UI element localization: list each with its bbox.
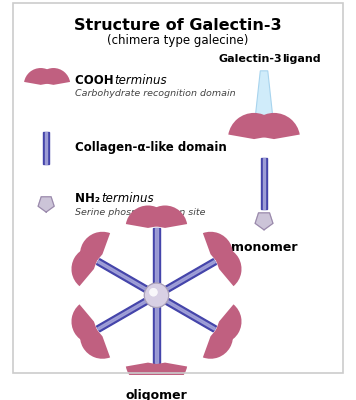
Polygon shape [43,132,49,164]
Wedge shape [228,113,280,139]
Polygon shape [156,294,215,330]
Polygon shape [45,132,47,164]
Text: (chimera type galecine): (chimera type galecine) [107,34,249,47]
Circle shape [149,288,158,296]
Text: monomer: monomer [231,241,297,254]
Text: Galectin-3: Galectin-3 [218,54,282,64]
Polygon shape [96,259,158,298]
Wedge shape [203,232,233,272]
Text: Collagen-α-like domain: Collagen-α-like domain [75,141,227,154]
Text: terminus: terminus [101,192,154,206]
Polygon shape [98,294,157,330]
Polygon shape [255,213,273,230]
Polygon shape [155,259,216,298]
Text: NH₂: NH₂ [75,192,104,206]
Wedge shape [72,304,101,344]
Text: oligomer: oligomer [126,389,187,400]
Polygon shape [155,292,216,332]
Polygon shape [153,228,160,295]
Text: terminus: terminus [114,74,167,87]
Wedge shape [211,246,241,286]
Wedge shape [203,319,233,359]
Polygon shape [96,292,158,332]
Circle shape [144,283,169,308]
Polygon shape [98,261,157,296]
Wedge shape [80,319,110,359]
Text: COOH: COOH [75,74,118,87]
Text: Carbohydrate recognition domain: Carbohydrate recognition domain [75,89,236,98]
Polygon shape [156,261,215,296]
Polygon shape [263,158,265,209]
Text: Serine phosphorylation site: Serine phosphorylation site [75,208,206,216]
Polygon shape [155,228,158,295]
Polygon shape [155,295,158,362]
Circle shape [149,288,158,296]
Circle shape [144,283,169,308]
Wedge shape [80,232,110,272]
Wedge shape [24,68,57,85]
Wedge shape [72,246,101,286]
Wedge shape [248,113,300,139]
Text: ligand: ligand [282,54,321,64]
Polygon shape [38,197,54,212]
Polygon shape [261,158,267,209]
Wedge shape [143,362,187,385]
Polygon shape [255,71,273,122]
Text: Structure of Galectin-3: Structure of Galectin-3 [74,18,282,32]
Polygon shape [153,295,160,362]
Wedge shape [126,362,170,385]
Wedge shape [37,68,70,85]
Wedge shape [143,206,187,228]
Wedge shape [211,304,241,344]
Wedge shape [126,206,170,228]
